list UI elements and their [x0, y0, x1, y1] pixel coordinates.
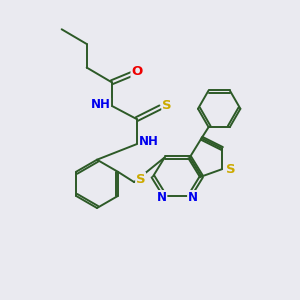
Text: N: N [157, 190, 167, 204]
Text: S: S [162, 99, 172, 112]
Text: O: O [131, 65, 142, 79]
Text: S: S [226, 163, 235, 176]
Text: N: N [188, 190, 198, 204]
Text: S: S [136, 172, 146, 186]
Text: NH: NH [91, 98, 110, 111]
Text: NH: NH [139, 135, 159, 148]
